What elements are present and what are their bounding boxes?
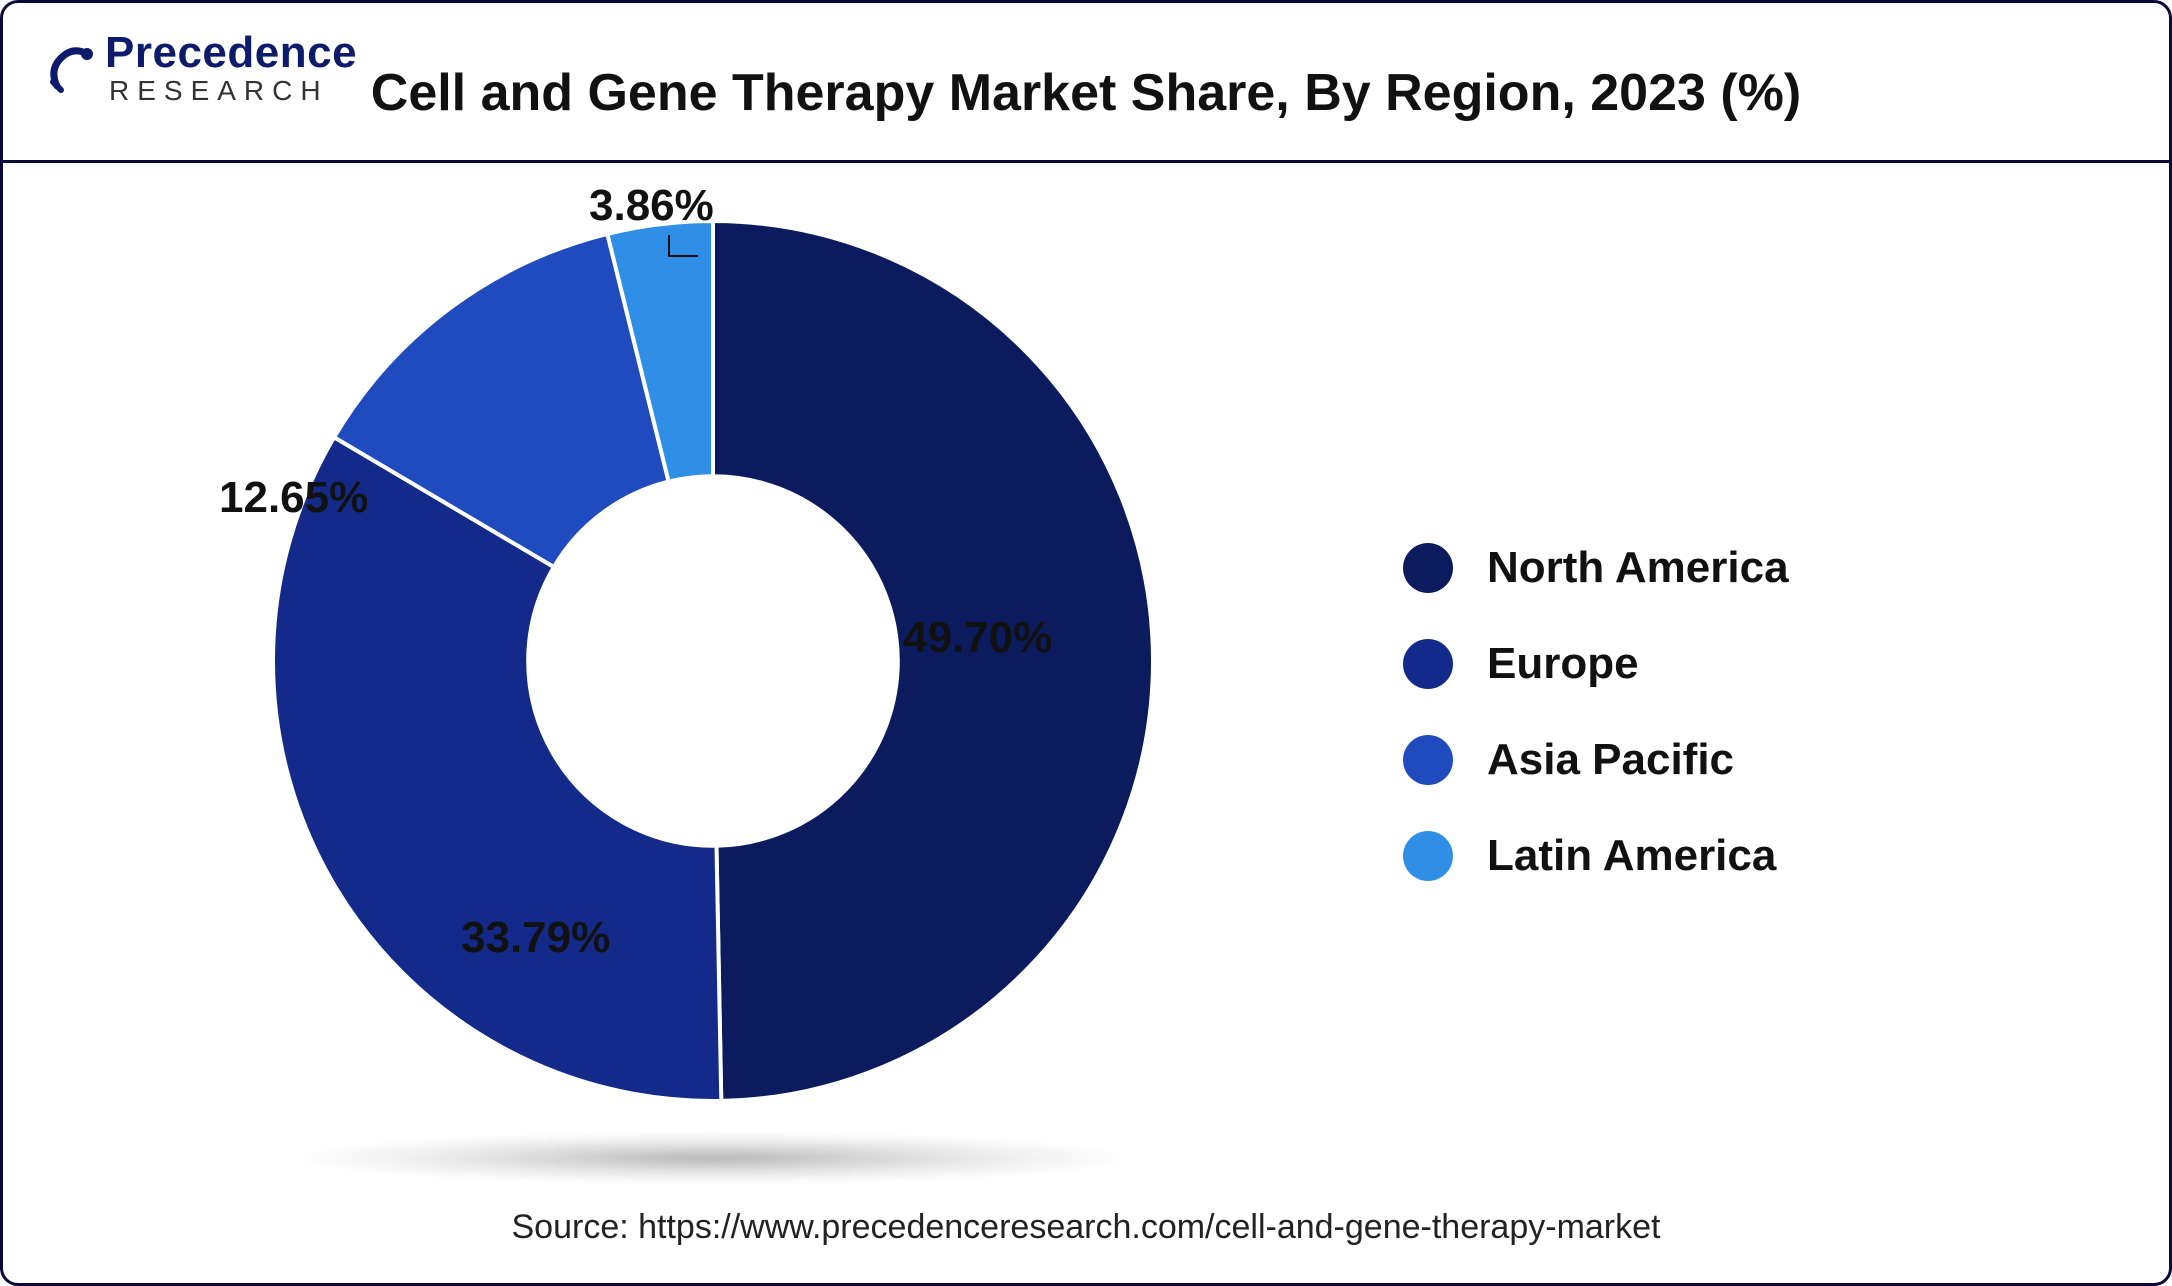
data-label-north-america: 49.70% [903, 613, 1052, 663]
legend-swatch [1403, 639, 1453, 689]
callout-line-horizontal [668, 255, 698, 257]
legend-item-asia-pacific: Asia Pacific [1403, 735, 1789, 785]
legend-label: Latin America [1487, 831, 1776, 881]
data-label-asia-pacific: 12.65% [219, 473, 368, 523]
callout-line-vertical [668, 235, 670, 255]
legend-item-north-america: North America [1403, 543, 1789, 593]
legend-item-latin-america: Latin America [1403, 831, 1789, 881]
legend-label: Asia Pacific [1487, 735, 1734, 785]
source-attribution: Source: https://www.precedenceresearch.c… [3, 1208, 2169, 1247]
data-label-europe: 33.79% [461, 913, 610, 963]
legend-swatch [1403, 735, 1453, 785]
chart-shadow [303, 1133, 1123, 1183]
legend-label: North America [1487, 543, 1789, 593]
donut-hole [528, 476, 898, 846]
legend-label: Europe [1487, 639, 1639, 689]
legend-swatch [1403, 543, 1453, 593]
data-label-latin-america: 3.86% [589, 181, 714, 231]
legend-swatch [1403, 831, 1453, 881]
chart-legend: North America Europe Asia Pacific Latin … [1403, 543, 1789, 881]
legend-item-europe: Europe [1403, 639, 1789, 689]
header: Precedence RESEARCH Cell and Gene Therap… [3, 3, 2169, 163]
chart-frame: Precedence RESEARCH Cell and Gene Therap… [0, 0, 2172, 1286]
chart-title: Cell and Gene Therapy Market Share, By R… [3, 63, 2169, 123]
